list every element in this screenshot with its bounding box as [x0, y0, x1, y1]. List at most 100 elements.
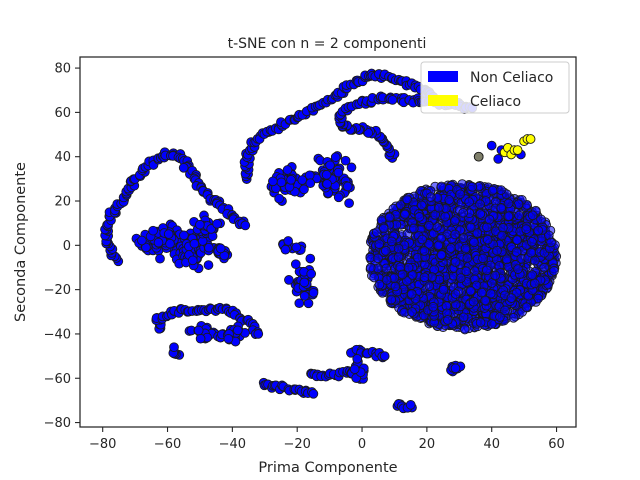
- non-celiaco-point: [305, 178, 316, 189]
- x-tick-label: 60: [548, 437, 565, 452]
- plot-frame: [79, 56, 577, 428]
- legend: Non Celiaco Celiaco: [420, 61, 570, 114]
- non-celiaco-point: [496, 203, 507, 213]
- legend-label-non-celiaco: Non Celiaco: [470, 70, 553, 86]
- non-celiaco-point: [546, 237, 556, 248]
- non-celiaco-point: [407, 307, 417, 317]
- non-celiaco-point: [223, 333, 234, 344]
- non-celiaco-point: [290, 259, 301, 270]
- non-celiaco-point: [424, 281, 435, 291]
- non-celiaco-point: [393, 243, 404, 254]
- non-celiaco-point: [472, 228, 483, 238]
- non-celiaco-point: [450, 257, 461, 267]
- non-celiaco-point: [274, 193, 284, 204]
- non-celiaco-point: [284, 275, 294, 285]
- x-tick-label: 40: [483, 437, 500, 452]
- non-celiaco-point: [374, 279, 385, 290]
- non-celiaco-point: [446, 243, 456, 253]
- non-celiaco-point: [438, 284, 449, 295]
- y-tick-label: −80: [44, 416, 71, 431]
- non-celiaco-point: [153, 237, 164, 248]
- non-celiaco-point: [283, 236, 294, 246]
- non-celiaco-point: [148, 225, 158, 236]
- non-celiaco-point: [493, 154, 504, 164]
- y-axis-label: Seconda Componente: [13, 162, 29, 322]
- non-celiaco-point: [299, 184, 309, 195]
- non-celiaco-point: [506, 293, 517, 303]
- non-celiaco-point: [204, 242, 214, 253]
- non-celiaco-point: [436, 181, 447, 192]
- non-celiaco-point: [436, 249, 447, 260]
- non-celiaco-point: [464, 197, 474, 207]
- non-celiaco-point: [467, 181, 478, 192]
- non-celiaco-point: [469, 237, 479, 248]
- legend-swatch-non-celiaco: [428, 71, 458, 82]
- non-celiaco-point: [461, 266, 472, 277]
- non-celiaco-point: [460, 324, 470, 335]
- non-celiaco-point: [280, 244, 291, 255]
- non-celiaco-point: [203, 260, 214, 270]
- non-celiaco-point: [527, 236, 537, 247]
- non-celiaco-point: [305, 253, 316, 264]
- non-celiaco-point: [379, 351, 390, 361]
- non-celiaco-point: [492, 245, 502, 256]
- non-celiaco-point: [381, 275, 392, 285]
- non-celiaco-point: [187, 255, 198, 266]
- non-celiaco-point: [403, 262, 414, 273]
- non-celiaco-point: [490, 270, 501, 281]
- non-celiaco-point: [440, 211, 451, 222]
- non-celiaco-point: [405, 399, 416, 410]
- non-celiaco-point: [513, 264, 523, 274]
- non-celiaco-point: [462, 253, 473, 263]
- non-celiaco-point: [455, 273, 466, 283]
- non-celiaco-point: [495, 312, 505, 322]
- y-tick-label: −60: [44, 372, 71, 387]
- non-celiaco-point: [342, 181, 353, 192]
- non-celiaco-point: [407, 270, 418, 280]
- non-celiaco-point: [325, 160, 335, 171]
- non-celiaco-point: [333, 192, 344, 203]
- non-celiaco-point: [458, 207, 469, 218]
- y-tick-label: 0: [63, 239, 71, 254]
- non-celiaco-point: [373, 253, 383, 264]
- non-celiaco-point: [450, 289, 461, 299]
- non-celiaco-point: [193, 325, 204, 336]
- non-celiaco-point: [386, 236, 397, 247]
- non-celiaco-point: [527, 270, 538, 280]
- non-celiaco-point: [529, 255, 540, 266]
- chart-title: t-SNE con n = 2 componenti: [228, 36, 427, 52]
- non-celiaco-point: [486, 319, 497, 329]
- non-celiaco-point: [387, 95, 398, 105]
- non-celiaco-point: [346, 162, 357, 173]
- non-celiaco-point: [395, 200, 406, 210]
- non-celiaco-point: [286, 174, 296, 185]
- non-celiaco-point: [365, 262, 376, 273]
- x-tick-label: −80: [89, 437, 116, 452]
- non-celiaco-point: [381, 263, 392, 274]
- non-celiaco-point: [458, 233, 469, 243]
- non-celiaco-point: [486, 140, 497, 151]
- non-celiaco-point: [482, 234, 493, 245]
- non-celiaco-point: [232, 325, 243, 336]
- non-celiaco-point: [378, 223, 389, 234]
- non-celiaco-point: [137, 235, 147, 246]
- legend-swatch-celiaco: [428, 95, 458, 106]
- non-celiaco-point: [521, 302, 532, 312]
- non-celiaco-point: [400, 209, 410, 220]
- non-celiaco-point: [419, 272, 430, 283]
- non-celiaco-point: [369, 272, 379, 283]
- non-celiaco-point: [526, 247, 537, 258]
- non-celiaco-point: [390, 281, 401, 292]
- non-celiaco-point: [195, 333, 206, 344]
- non-celiaco-point: [460, 243, 471, 254]
- non-celiaco-point: [450, 363, 461, 374]
- non-celiaco-point: [306, 268, 317, 279]
- axis-ticks: −80 −60 −40 −20 0 20 40 60 −80 −60 −40 −20 0 20 40 60 80: [44, 62, 565, 452]
- outlier-point: [473, 151, 484, 162]
- non-celiaco-point: [511, 247, 522, 257]
- non-celiaco-point: [282, 165, 293, 175]
- non-celiaco-point: [349, 364, 360, 375]
- plot-points: [100, 68, 562, 414]
- non-celiaco-point: [294, 298, 305, 309]
